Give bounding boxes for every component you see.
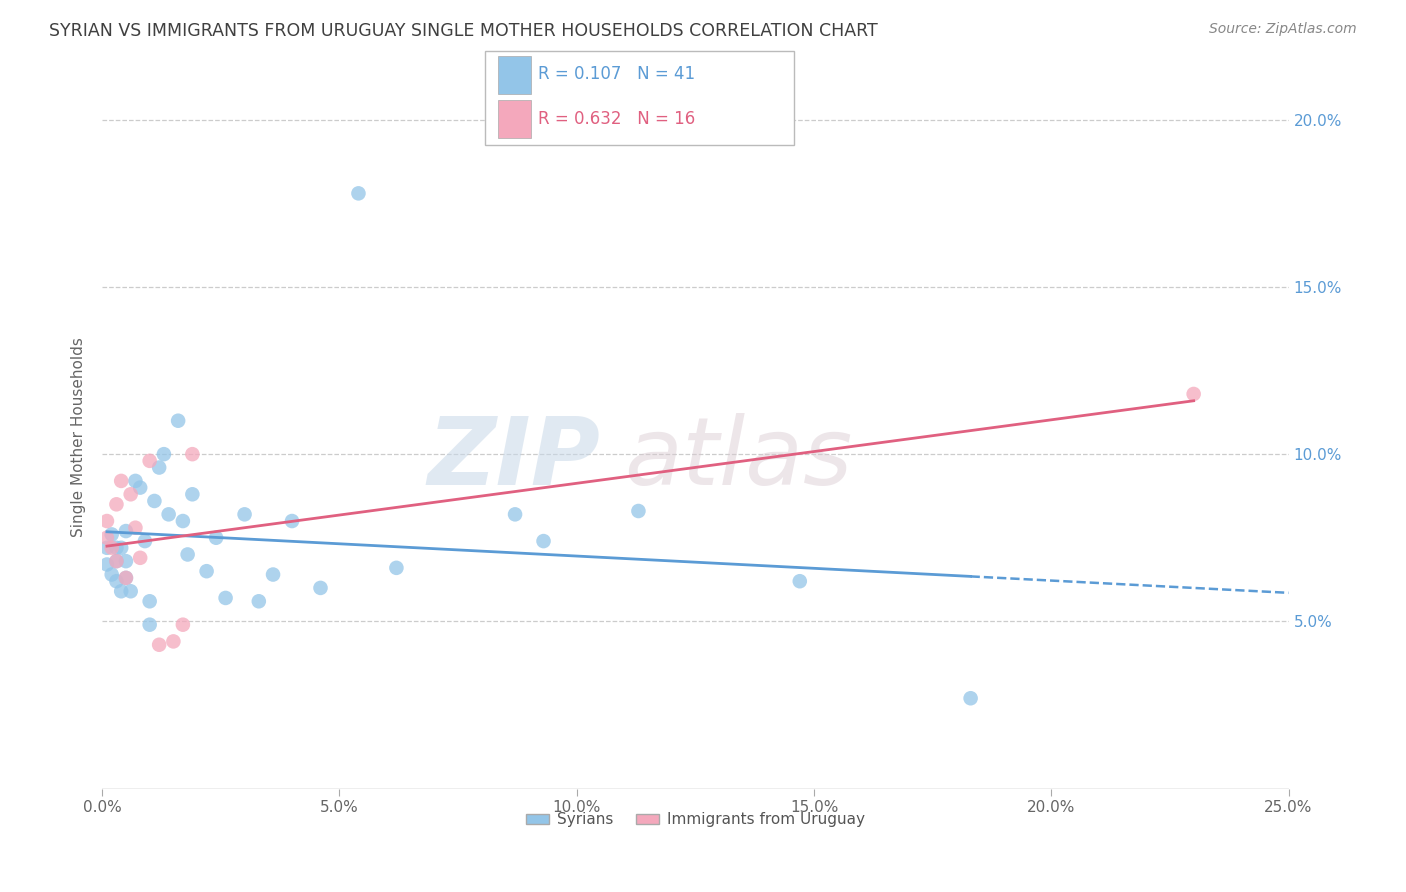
Point: [503, 508, 526, 522]
Point: [627, 504, 650, 518]
Point: [247, 594, 270, 608]
Point: [96, 541, 118, 555]
Point: [120, 487, 142, 501]
Point: [105, 554, 128, 568]
Point: [959, 691, 981, 706]
Point: [115, 571, 138, 585]
Point: [110, 584, 132, 599]
Point: [138, 617, 160, 632]
Point: [162, 634, 184, 648]
Point: [172, 617, 194, 632]
Point: [138, 454, 160, 468]
Point: [789, 574, 811, 589]
Y-axis label: Single Mother Households: Single Mother Households: [72, 337, 86, 537]
Text: ZIP: ZIP: [427, 412, 600, 505]
Text: Source: ZipAtlas.com: Source: ZipAtlas.com: [1209, 22, 1357, 37]
Point: [124, 521, 146, 535]
Point: [195, 564, 218, 578]
Point: [309, 581, 332, 595]
Text: R = 0.107   N = 41: R = 0.107 N = 41: [538, 65, 696, 83]
Point: [176, 548, 198, 562]
Point: [115, 524, 138, 538]
Text: SYRIAN VS IMMIGRANTS FROM URUGUAY SINGLE MOTHER HOUSEHOLDS CORRELATION CHART: SYRIAN VS IMMIGRANTS FROM URUGUAY SINGLE…: [49, 22, 877, 40]
Point: [100, 527, 122, 541]
Legend: Syrians, Immigrants from Uruguay: Syrians, Immigrants from Uruguay: [520, 806, 870, 833]
Point: [153, 447, 176, 461]
Point: [100, 567, 122, 582]
Point: [110, 474, 132, 488]
Point: [124, 474, 146, 488]
Point: [96, 531, 118, 545]
Point: [110, 541, 132, 555]
Point: [347, 186, 370, 201]
Point: [205, 531, 228, 545]
Point: [181, 447, 204, 461]
Point: [148, 638, 170, 652]
Point: [96, 558, 118, 572]
Point: [96, 514, 118, 528]
Point: [105, 541, 128, 555]
Point: [281, 514, 304, 528]
Point: [134, 534, 156, 549]
Point: [233, 508, 256, 522]
Text: R = 0.632   N = 16: R = 0.632 N = 16: [538, 111, 696, 128]
Point: [214, 591, 236, 605]
Point: [1182, 387, 1205, 401]
Point: [105, 497, 128, 511]
Point: [181, 487, 204, 501]
Point: [100, 541, 122, 555]
Point: [120, 584, 142, 599]
Point: [105, 554, 128, 568]
Point: [105, 574, 128, 589]
Text: atlas: atlas: [624, 413, 852, 504]
Point: [129, 481, 152, 495]
Point: [143, 494, 166, 508]
Point: [172, 514, 194, 528]
Point: [115, 571, 138, 585]
Point: [148, 460, 170, 475]
Point: [385, 561, 408, 575]
Point: [115, 554, 138, 568]
Point: [533, 534, 555, 549]
Point: [129, 550, 152, 565]
Point: [157, 508, 180, 522]
Point: [138, 594, 160, 608]
Point: [167, 414, 190, 428]
Point: [262, 567, 284, 582]
